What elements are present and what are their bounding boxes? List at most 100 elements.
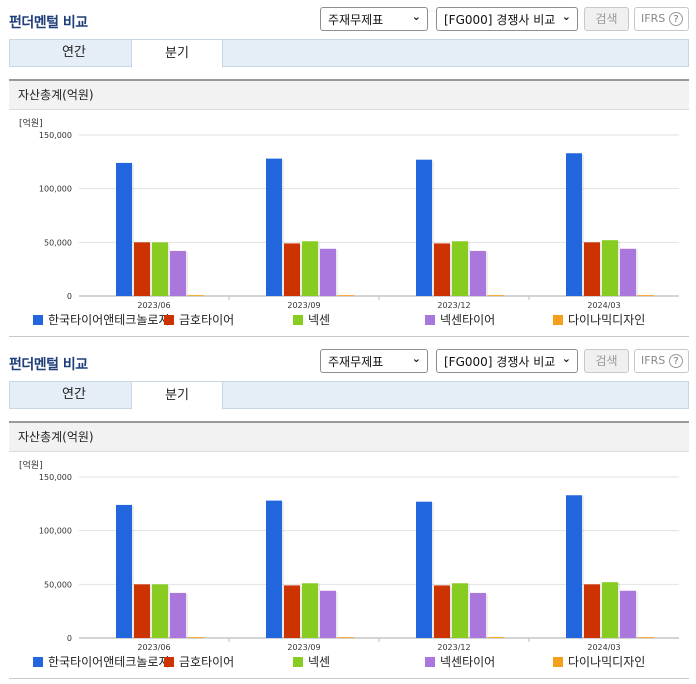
bar	[116, 162, 132, 296]
bar-chart: [억원] 0 50,000 100,000 150,000 2023/06 2023/09 2…	[19, 117, 679, 327]
legend-label: 넥센	[308, 313, 330, 327]
bar	[488, 637, 504, 638]
x-tick-label: 2023/06	[137, 643, 170, 652]
bar	[134, 584, 150, 638]
chevron-down-icon: ⌄	[561, 352, 571, 365]
legend-label: 넥센	[308, 655, 330, 669]
unit-label: [억원]	[19, 459, 43, 471]
y-tick-label: 0	[67, 292, 72, 301]
fundamental-panel: 펀더멘털 비교 주재무제표 ⌄ [FG000] 경쟁사 비교 ⌄ 검색 IFRS…	[0, 342, 696, 684]
bar	[320, 590, 336, 638]
bar	[116, 504, 132, 638]
bar	[584, 242, 600, 296]
x-tick-label: 2023/12	[437, 301, 470, 310]
bar	[152, 242, 168, 296]
bar	[284, 585, 300, 638]
bar	[170, 250, 186, 296]
bar	[302, 241, 318, 296]
bar	[584, 584, 600, 638]
bar	[620, 248, 636, 296]
bar	[488, 295, 504, 296]
section-title: 자산총계(억원)	[9, 79, 689, 110]
bar-chart: [억원] 0 50,000 100,000 150,000 2023/06 2023/09 2…	[19, 459, 679, 669]
x-tick-label: 2024/03	[587, 301, 620, 310]
bar	[602, 582, 618, 638]
bar	[566, 495, 582, 638]
legend-label: 다이나믹디자인	[568, 313, 645, 327]
bar	[416, 159, 432, 296]
legend-swatch	[293, 315, 303, 325]
legend-label: 한국타이어앤테크놀로지	[48, 313, 169, 327]
y-tick-label: 100,000	[39, 185, 72, 194]
statement-select-value: 주재무제표	[328, 13, 384, 27]
tab-annual[interactable]: 연간	[62, 45, 86, 60]
legend-swatch	[293, 657, 303, 667]
bar	[338, 295, 354, 296]
bar	[266, 500, 282, 638]
legend-label: 금호타이어	[179, 655, 234, 669]
divider	[9, 678, 689, 679]
y-tick-label: 150,000	[39, 473, 72, 482]
panel-title: 펀더멘털 비교	[9, 15, 88, 31]
bar	[134, 242, 150, 296]
statement-select-value: 주재무제표	[328, 355, 384, 369]
legend-swatch	[425, 315, 435, 325]
compare-select[interactable]: [FG000] 경쟁사 비교 ⌄	[436, 349, 578, 373]
bar	[338, 637, 354, 638]
bar	[470, 250, 486, 296]
legend-swatch	[553, 315, 563, 325]
x-tick-label: 2023/12	[437, 643, 470, 652]
bar	[434, 243, 450, 296]
y-tick-label: 0	[67, 634, 72, 643]
ifrs-label: IFRS	[641, 354, 666, 367]
ifrs-button[interactable]: IFRS ?	[634, 349, 689, 373]
legend-label: 한국타이어앤테크놀로지	[48, 655, 169, 669]
tab-quarterly[interactable]: 분기	[131, 381, 223, 410]
chevron-down-icon: ⌄	[411, 10, 421, 23]
bar	[566, 153, 582, 296]
help-circle-icon[interactable]: ?	[669, 12, 683, 26]
bar	[434, 585, 450, 638]
search-button[interactable]: 검색	[584, 349, 629, 373]
legend-swatch	[425, 657, 435, 667]
unit-label: [억원]	[19, 117, 43, 129]
bar	[170, 592, 186, 638]
x-tick-label: 2023/09	[287, 301, 320, 310]
search-button[interactable]: 검색	[584, 7, 629, 31]
legend-label: 금호타이어	[179, 313, 234, 327]
bar	[452, 583, 468, 638]
legend-label: 넥센타이어	[440, 655, 495, 669]
compare-select-value: [FG000] 경쟁사 비교	[444, 355, 556, 369]
x-tick-label: 2023/06	[137, 301, 170, 310]
bar	[602, 240, 618, 296]
bar	[416, 501, 432, 638]
y-tick-label: 50,000	[44, 238, 72, 247]
ifrs-button[interactable]: IFRS ?	[634, 7, 689, 31]
x-tick-label: 2024/03	[587, 643, 620, 652]
chevron-down-icon: ⌄	[411, 352, 421, 365]
bar	[452, 241, 468, 296]
bar	[470, 592, 486, 638]
legend-label: 다이나믹디자인	[568, 655, 645, 669]
bar	[188, 295, 204, 296]
legend-label: 넥센타이어	[440, 313, 495, 327]
x-tick-label: 2023/09	[287, 643, 320, 652]
tab-quarterly[interactable]: 분기	[131, 39, 223, 68]
help-circle-icon[interactable]: ?	[669, 354, 683, 368]
legend-swatch	[33, 657, 43, 667]
bar	[638, 637, 654, 638]
compare-select[interactable]: [FG000] 경쟁사 비교 ⌄	[436, 7, 578, 31]
statement-select[interactable]: 주재무제표 ⌄	[320, 349, 428, 373]
panel-title: 펀더멘털 비교	[9, 357, 88, 373]
bar	[188, 637, 204, 638]
y-tick-label: 100,000	[39, 527, 72, 536]
bar	[152, 584, 168, 638]
bar	[638, 295, 654, 296]
tab-annual[interactable]: 연간	[62, 387, 86, 402]
period-tabs: 연간 분기	[9, 381, 689, 410]
section-title: 자산총계(억원)	[9, 421, 689, 452]
statement-select[interactable]: 주재무제표 ⌄	[320, 7, 428, 31]
bar	[620, 590, 636, 638]
y-tick-label: 50,000	[44, 580, 72, 589]
y-tick-label: 150,000	[39, 131, 72, 140]
